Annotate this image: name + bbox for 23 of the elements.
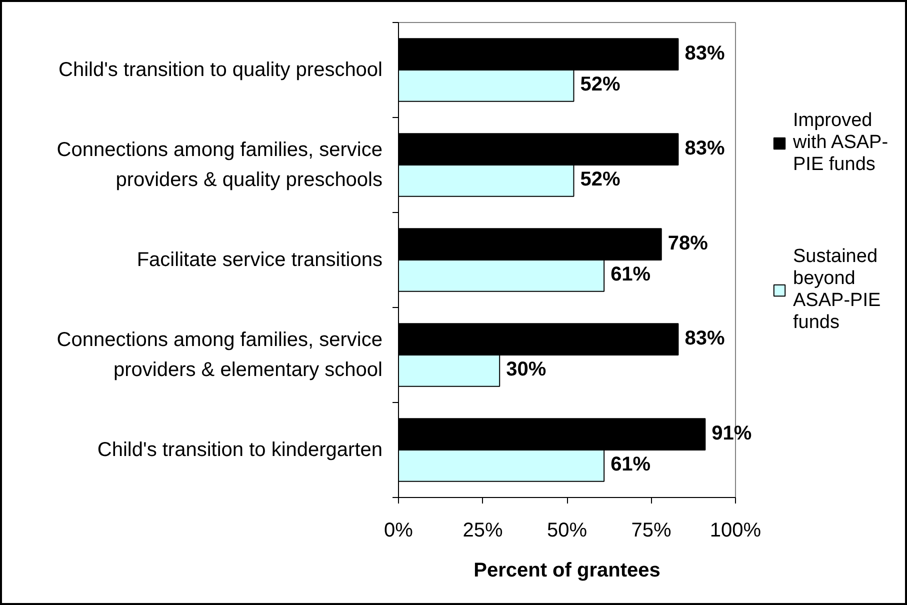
x-tick-label: 100% bbox=[710, 520, 762, 542]
y-tick-label: Child's transition to quality preschool bbox=[58, 59, 382, 81]
data-label: 78% bbox=[668, 232, 708, 256]
y-tick-label: Connections among families, service providers & quality preschools bbox=[56, 139, 382, 191]
x-tick-label: 50% bbox=[546, 520, 588, 542]
y-tick-label: Connections among families, service providers & elementary school bbox=[56, 329, 382, 381]
data-label: 30% bbox=[506, 358, 546, 382]
data-label: 83% bbox=[684, 137, 725, 160]
x-tick-label: 75% bbox=[631, 520, 672, 542]
y-tick-label: Facilitate service transitions bbox=[136, 249, 383, 271]
legend-label: Improved with ASAP-PIE funds bbox=[793, 110, 888, 176]
legend-label: Sustained beyond ASAP-PIE funds bbox=[793, 246, 881, 334]
y-tick-label: Child's transition to kindergarten bbox=[97, 439, 382, 461]
data-label: 83% bbox=[684, 327, 725, 350]
x-axis-title: Percent of grantees bbox=[474, 560, 660, 582]
data-label: 91% bbox=[712, 422, 752, 446]
data-label: 52% bbox=[580, 168, 620, 192]
x-tick-label: 0% bbox=[384, 520, 414, 542]
data-label: 83% bbox=[684, 42, 725, 66]
data-label: 61% bbox=[610, 454, 651, 477]
data-label: 52% bbox=[580, 74, 620, 97]
data-label: 61% bbox=[610, 264, 651, 287]
x-tick-label: 25% bbox=[462, 520, 503, 542]
